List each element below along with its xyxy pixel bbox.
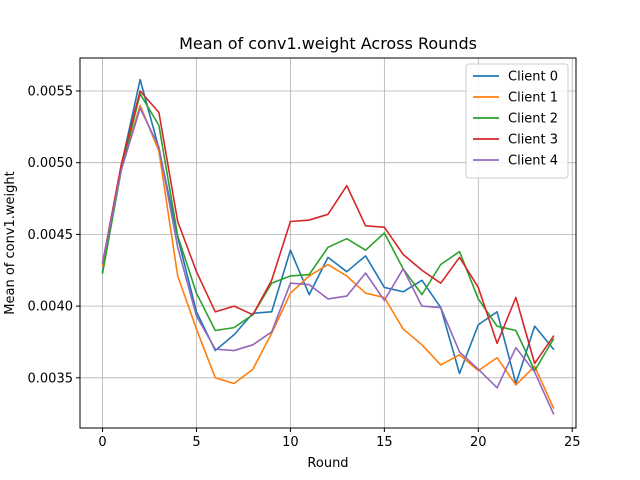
series-lines [101, 78, 555, 415]
series-line-client-3 [101, 90, 555, 365]
x-axis-label: Round [307, 456, 348, 471]
y-tick-label: 0.0035 [28, 371, 74, 386]
x-tick-label: 5 [192, 435, 200, 450]
x-tick-label: 20 [470, 435, 487, 450]
series-line-client-4 [101, 107, 555, 415]
legend-label: Client 1 [508, 91, 558, 106]
legend-box [465, 63, 569, 179]
legend: Client 0 Client 1 Client 2 Client 3 Client 4 [465, 63, 569, 179]
x-tick-label: 0 [98, 435, 106, 450]
y-tick-label: 0.0045 [28, 228, 74, 243]
x-tick-label: 25 [564, 435, 581, 450]
x-tick-label: 10 [282, 435, 299, 450]
legend-label: Client 0 [508, 70, 558, 85]
y-tick-label: 0.0040 [28, 300, 74, 315]
y-axis-label: Mean of conv1.weight [3, 171, 18, 314]
legend-label: Client 4 [508, 154, 558, 169]
axis-ticks: 0 5 10 15 20 25 0.0035 0.0040 0.0045 0.0050 0.0055 [28, 84, 581, 450]
x-tick-label: 15 [376, 435, 393, 450]
plot-frame [79, 57, 577, 429]
chart-title: Mean of conv1.weight Across Rounds [179, 34, 477, 53]
y-tick-label: 0.0050 [28, 156, 74, 171]
series-line-client-2 [101, 93, 555, 372]
y-tick-label: 0.0055 [28, 84, 74, 99]
legend-label: Client 2 [508, 112, 558, 127]
legend-label: Client 3 [508, 133, 558, 148]
series-line-client-1 [101, 104, 555, 409]
